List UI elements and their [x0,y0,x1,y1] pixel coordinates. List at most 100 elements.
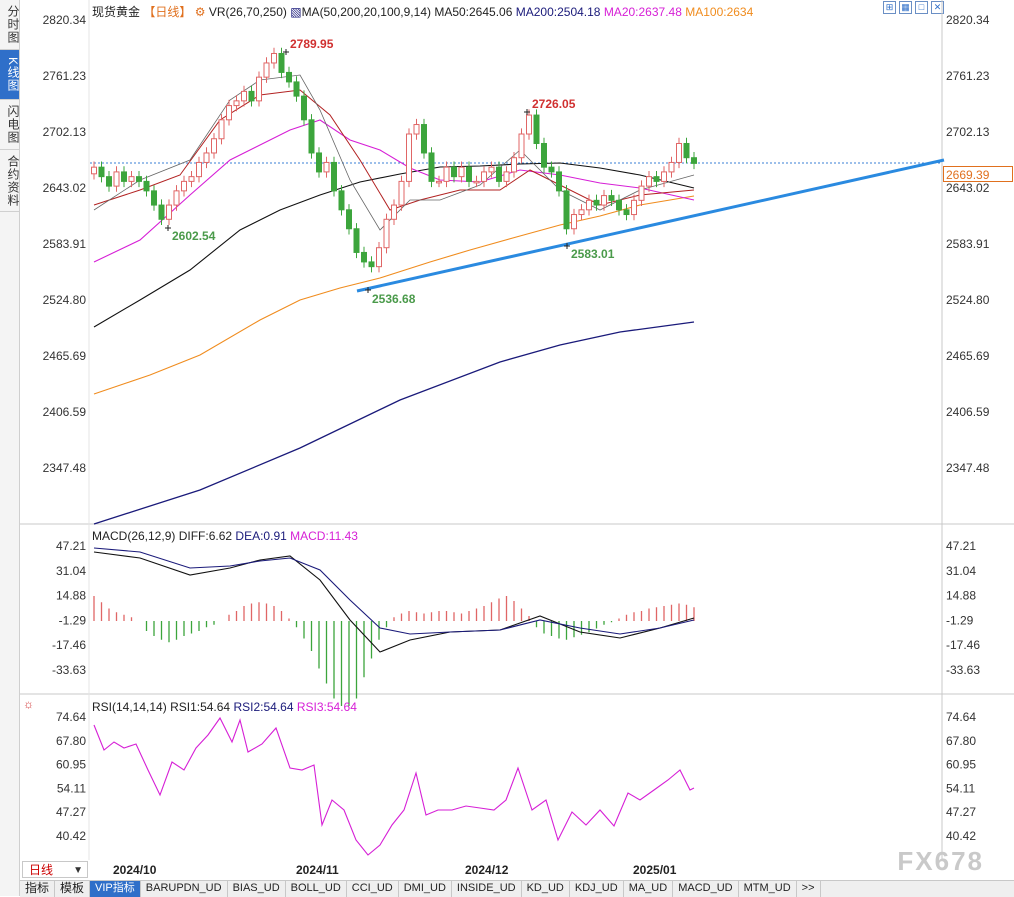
candle-body [271,52,277,64]
candle-body [503,171,510,182]
rsi-params: RSI(14,14,14) [92,700,167,714]
period-select-value: 日线 [29,863,54,877]
macd-axis-label: 47.21 [56,539,86,553]
candle-body [616,199,622,211]
candle-body [181,180,187,192]
candle-body [488,166,495,173]
tab-macd[interactable]: MACD_UD [673,881,739,897]
price-axis-label: 2702.13 [946,125,990,139]
candle-body [593,199,600,206]
candle-body [338,190,345,211]
rsi-settings-icon[interactable]: ☼ [23,697,34,711]
settings-icon[interactable]: ⚙ [194,5,206,19]
candle-body [451,166,457,178]
macd-axis-label: 31.04 [946,564,976,578]
candle-body [241,90,247,102]
close-icon[interactable]: ✕ [931,1,944,14]
tab-kdj[interactable]: KDJ_UD [570,881,624,897]
tab-mtm[interactable]: MTM_UD [739,881,797,897]
price-axis-label: 2702.13 [43,125,87,139]
tab-barupdn[interactable]: BARUPDN_UD [141,881,228,897]
tab-inside[interactable]: INSIDE_UD [452,881,522,897]
candle-body [623,209,630,216]
tab-template[interactable]: 模板 [55,881,91,897]
macd-axis-label: -1.29 [59,613,87,627]
candle-body [548,166,555,173]
tab-kd[interactable]: KD_UD [522,881,570,897]
candle-body [661,171,667,182]
ma200-line [93,321,695,525]
candle-body [143,180,150,192]
candle-body [668,161,675,173]
price-axis-label: 2406.59 [946,405,990,419]
ma100-line [93,195,695,395]
macd-axis-label: 14.88 [56,589,86,603]
price-axis-label: 2465.69 [43,349,87,363]
tab-dmi[interactable]: DMI_UD [399,881,452,897]
candle-body [443,166,450,182]
tab-indicator[interactable]: 指标 [20,881,56,897]
candle-body [248,90,255,102]
candle-body [436,180,442,184]
candle-body [458,166,465,178]
candle-body [428,152,435,182]
candle-body [533,114,540,144]
price-axis-label: 2820.34 [43,13,87,27]
tab-bias[interactable]: BIAS_UD [228,881,286,897]
candle-body [353,228,360,253]
rsi-axis-label: 67.80 [946,734,976,748]
tab-intraday[interactable]: 分时图 [0,0,20,50]
ma-icon: ▧ [290,5,302,19]
macd-axis-label: -17.46 [946,638,980,652]
candle-body [421,124,427,154]
candle-body [196,161,202,178]
candle-body [496,166,502,182]
grid-icon[interactable]: ▦ [899,1,912,14]
macd-dea-line [93,547,695,635]
macd-value: MACD:11.43 [290,529,358,543]
tab-cci[interactable]: CCI_UD [347,881,399,897]
candle-body [331,161,337,192]
tab-boll[interactable]: BOLL_UD [286,881,347,897]
candle-body [481,171,487,182]
date-label: 2024/10 [113,863,157,877]
maximize-icon[interactable]: □ [915,1,928,14]
candle-body [346,209,352,230]
price-axis-label: 2761.23 [43,69,87,83]
rsi-axis-label: 40.42 [946,829,976,843]
candle-body [691,157,697,164]
candle-body [511,157,517,173]
watermark: FX678 [897,846,984,876]
candle-body [413,124,420,135]
macd-axis-label: -1.29 [946,613,974,627]
tab-ma[interactable]: MA_UD [624,881,674,897]
restore-icon[interactable]: ⊞ [883,1,896,14]
ma50-line [93,162,695,328]
tab-kline[interactable]: K线图 [0,50,20,100]
candle-body [368,261,375,268]
price-axis-label: 2643.02 [946,181,990,195]
candle-body [136,176,142,182]
candle-body [601,195,607,206]
price-annotation: 2583.01 [571,247,615,261]
price-annotation: 2726.05 [532,97,576,111]
rsi3-value: RSI3:54.64 [296,700,357,714]
tab-vip-indicator[interactable]: VIP指标 [90,881,141,897]
candle-body [376,247,382,268]
candle-body [466,166,472,182]
kline-chart[interactable]: 2820.34 2820.34 2761.23 2761.23 2702.13 2702.… [20,0,1014,860]
period-tag: 【日线】 [143,5,192,19]
ma20-line [93,119,695,263]
chart-header: 现货黄金 【日线】 ⚙ VR(26,70,250) ▧MA(50,200,20,… [92,3,753,20]
rsi-axis-label: 47.27 [946,805,976,819]
date-label: 2024/11 [296,863,339,877]
candle-body [316,152,322,173]
macd-dea: DEA:0.91 [235,529,287,543]
candle-body [406,133,412,182]
candle-body [631,199,637,216]
candle-body [578,209,585,216]
tab-lightning[interactable]: 闪电图 [0,100,20,150]
tab-contract-info[interactable]: 合约资料 [0,150,20,212]
period-select[interactable]: 日线 ▼ [22,861,88,878]
tabs-more-button[interactable]: >> [797,881,821,897]
